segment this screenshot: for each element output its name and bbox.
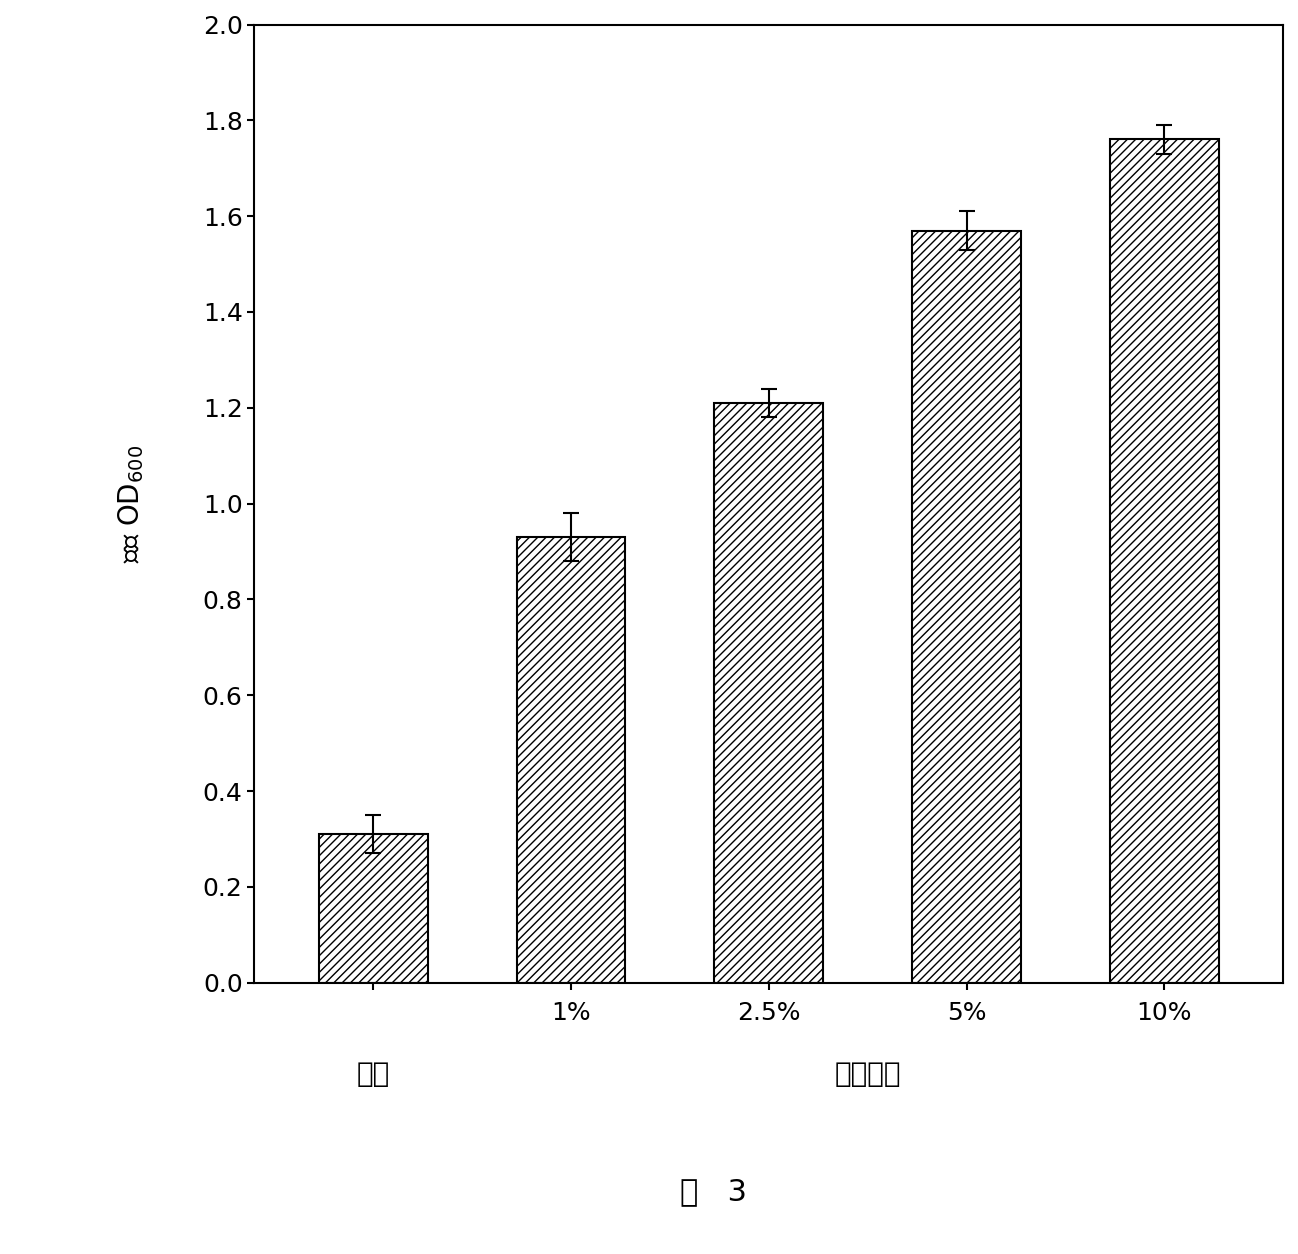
Bar	[319, 834, 427, 983]
Bar	[1110, 139, 1219, 983]
Text: 对照: 对照	[357, 1060, 389, 1088]
Text: 正十六烷: 正十六烷	[835, 1060, 901, 1088]
Text: 重态 OD$_{600}$: 重态 OD$_{600}$	[116, 444, 145, 563]
Bar	[912, 231, 1022, 983]
Text: 图   3: 图 3	[680, 1176, 748, 1206]
Bar	[517, 537, 626, 983]
Bar	[714, 403, 823, 983]
